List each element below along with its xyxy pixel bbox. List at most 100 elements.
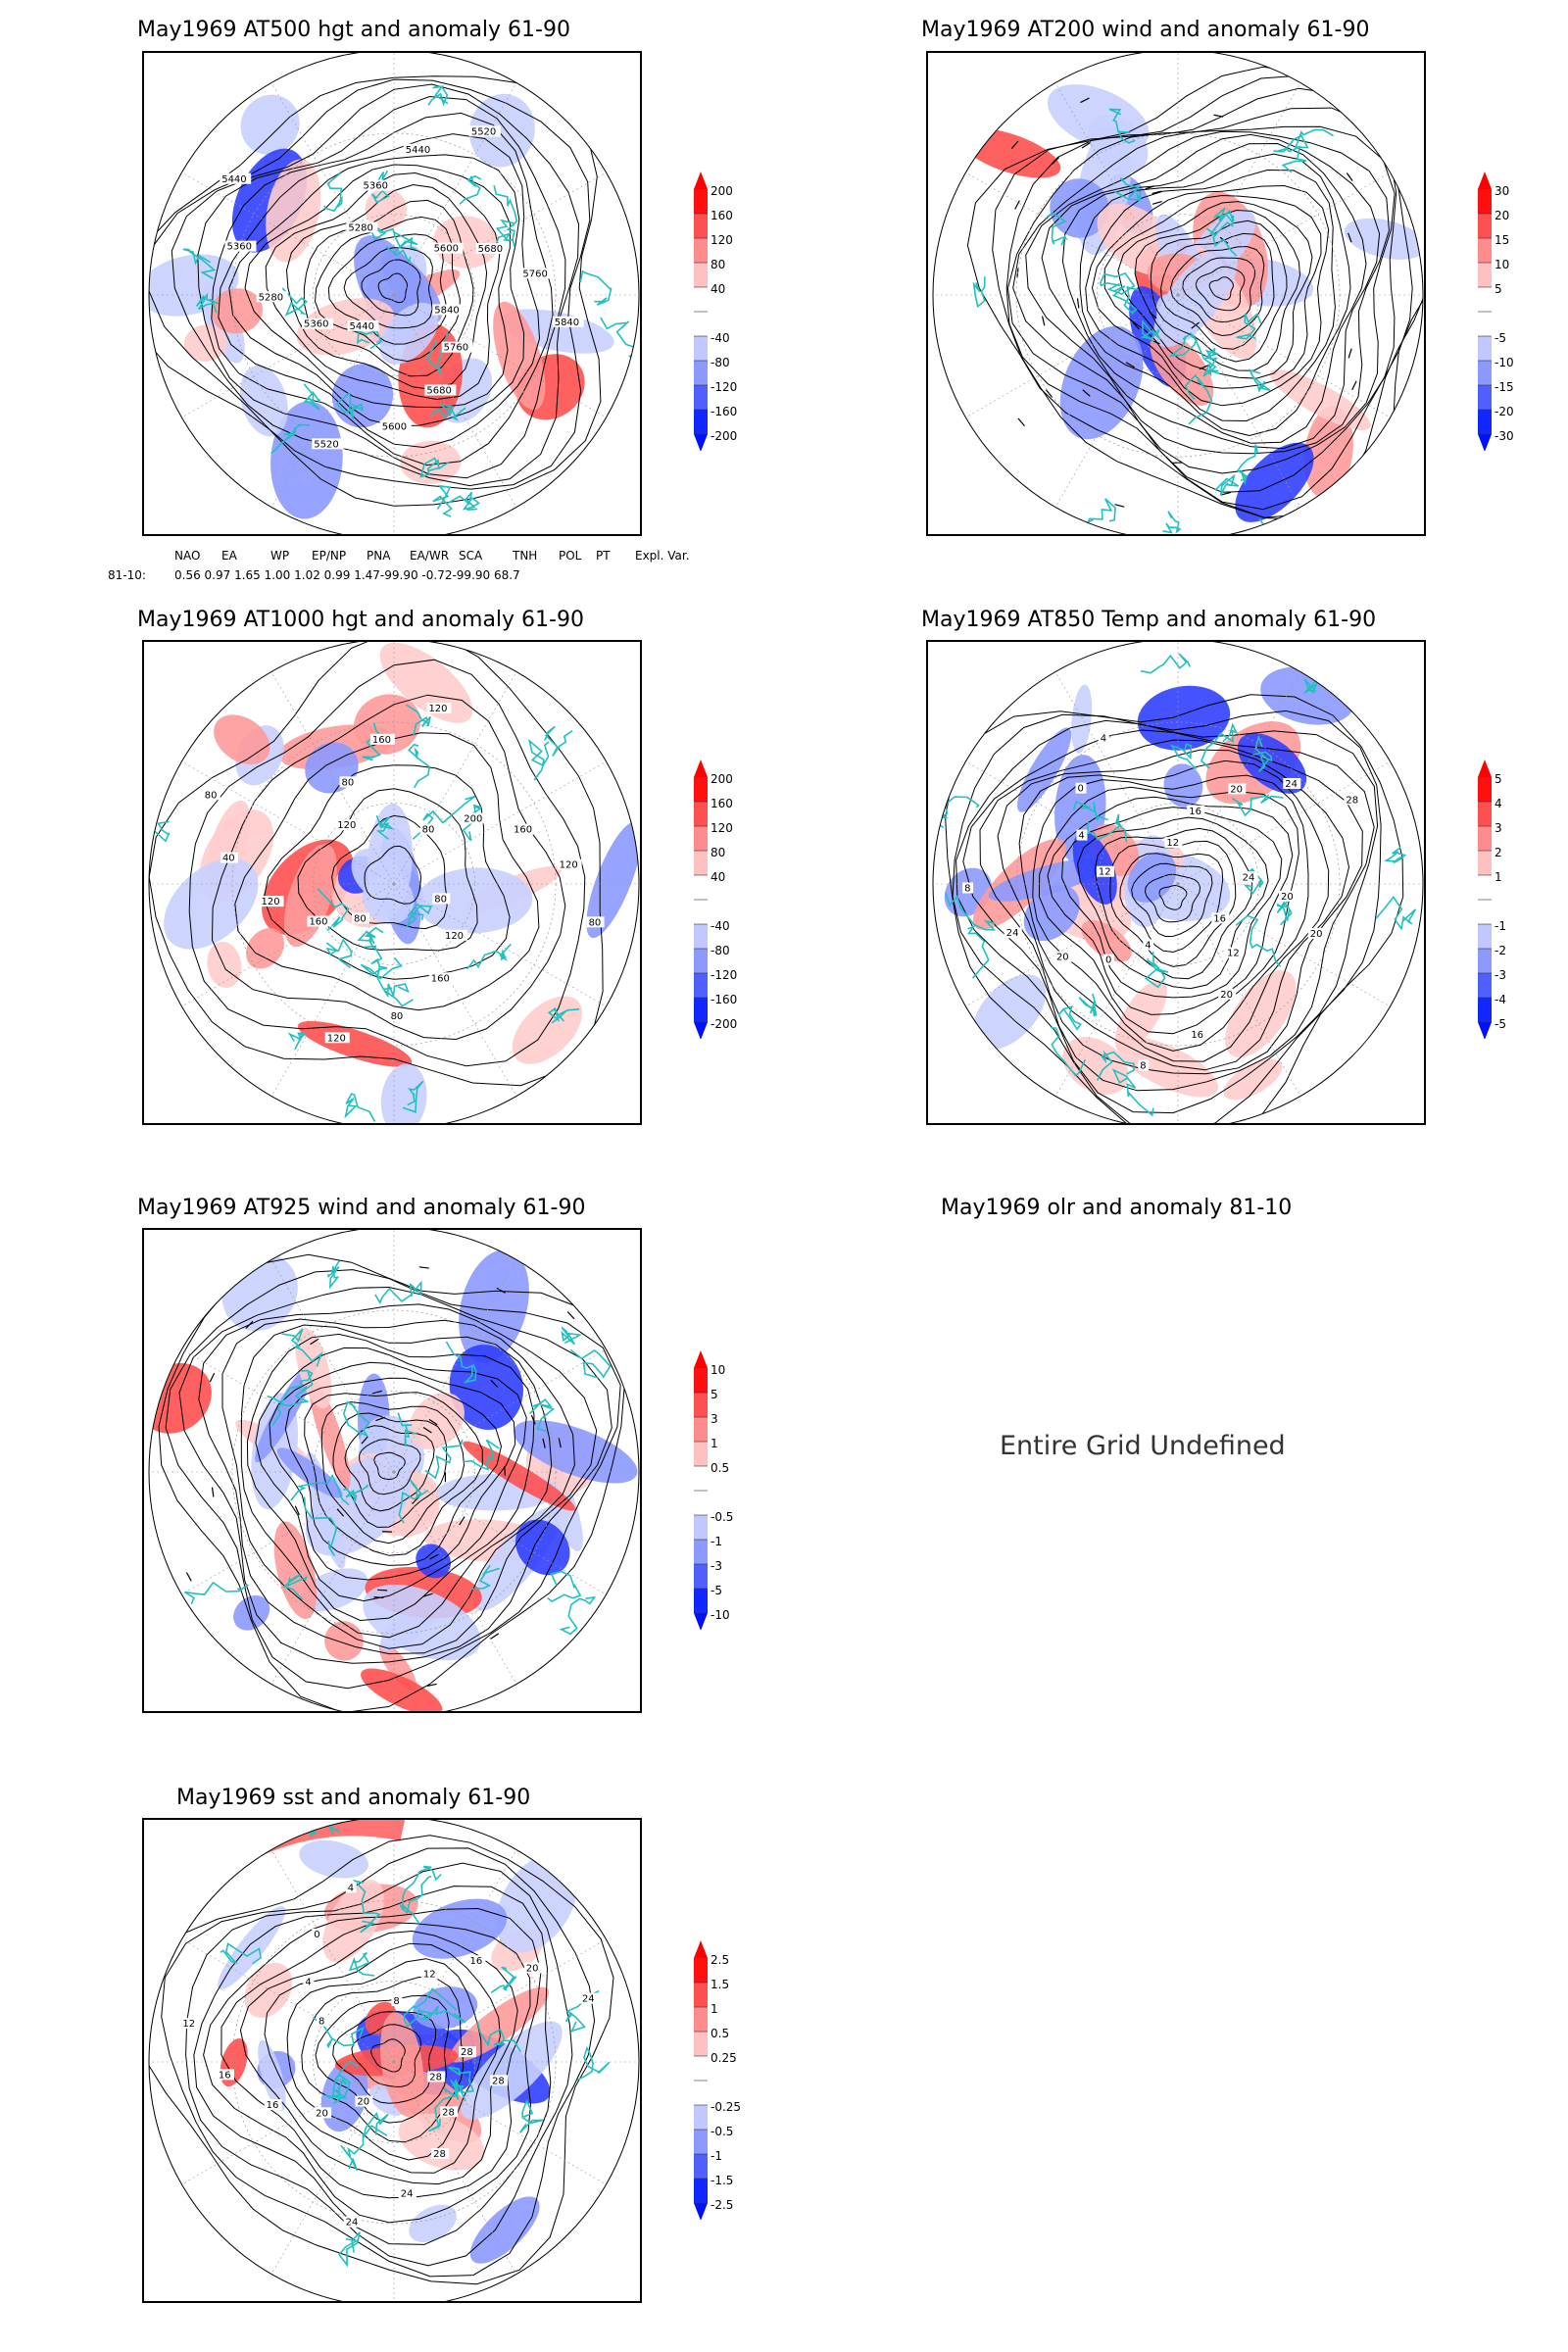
- contour-label: 28: [461, 2047, 473, 2058]
- coastline: [398, 1479, 429, 1524]
- coastline: [342, 1400, 370, 1438]
- contour-label-bg: [343, 2216, 362, 2228]
- contour-label-bg: [523, 1962, 542, 1974]
- contour-label: 5440: [221, 174, 246, 185]
- meridian-line: [181, 172, 395, 296]
- colorbar-tick-label: -30: [1494, 429, 1514, 443]
- contour-line: [1061, 807, 1283, 999]
- anomaly-shade: [380, 1063, 427, 1123]
- contour-label: 24: [346, 2218, 359, 2229]
- colorbar-swatch: [1478, 949, 1492, 973]
- contour-label: 5360: [227, 242, 252, 253]
- streamline-arrow: [1351, 380, 1357, 391]
- contour-label-bg: [426, 703, 452, 714]
- coastline: [448, 2066, 475, 2094]
- contour-label: 80: [422, 825, 435, 836]
- contour-line: [284, 1377, 503, 1566]
- teleconnection-header: POL: [559, 549, 582, 563]
- meridian-line: [1177, 760, 1391, 885]
- coastline: [1194, 337, 1219, 377]
- colorbar-swatch: [694, 2081, 708, 2105]
- meridian-line: [393, 883, 517, 1097]
- meridian-line: [1177, 883, 1391, 1007]
- colorbar-tick-label: 2: [1494, 846, 1502, 859]
- colorbar-tick-label: 1: [1494, 870, 1502, 884]
- anomaly-shade: [218, 1905, 286, 1990]
- contour-label-bg: [462, 812, 487, 824]
- meridian-line: [393, 294, 517, 508]
- contour-line: [221, 1318, 575, 1649]
- anomaly-shade: [1081, 920, 1132, 962]
- coastline: [1099, 271, 1136, 295]
- coastline: [281, 287, 308, 317]
- coastline: [561, 1326, 583, 1346]
- colorbar-swatch: [694, 1466, 708, 1491]
- anomaly-shade: [1116, 1037, 1218, 1098]
- anomaly-shade: [1163, 763, 1203, 808]
- contour-label: 5440: [406, 145, 430, 156]
- anomaly-shade: [324, 1621, 364, 1661]
- coastline: [402, 1080, 424, 1113]
- coastline: [1072, 801, 1108, 821]
- contour-line: [303, 199, 474, 377]
- contour-label: 120: [327, 1033, 346, 1044]
- streamline-arrow: [1076, 298, 1080, 309]
- contour-line: [359, 1439, 421, 1495]
- colorbar-tick-label: -2: [1494, 944, 1506, 957]
- colorbar-swatch: [694, 336, 708, 361]
- coastline: [267, 1371, 314, 1407]
- contour-label-bg: [1054, 951, 1072, 962]
- coastline: [569, 1348, 612, 1379]
- coastline: [419, 457, 450, 478]
- contour-label-bg: [1225, 947, 1244, 958]
- contour-line: [265, 172, 501, 401]
- anomaly-shade: [363, 1584, 481, 1661]
- coastline: [281, 1328, 323, 1367]
- streamline-arrow: [558, 1438, 562, 1448]
- polar-map-850: 16 12 20 16 8 4 0 20 24 8 12 4 0 4 12 16 20 24 28 24 20 20: [932, 642, 1424, 1123]
- anomaly-shade: [1344, 218, 1423, 260]
- anomaly-shade: [221, 1253, 298, 1332]
- meridian-line: [270, 671, 395, 885]
- contour-line: [364, 845, 421, 905]
- contour-label-bg: [511, 823, 536, 835]
- contour-label-bg: [441, 341, 473, 353]
- meridian-line: [393, 1259, 517, 1473]
- contour-line: [1032, 774, 1309, 1052]
- colorbar-swatch: [694, 1983, 708, 2007]
- colorbar-tick-label: -20: [1494, 405, 1514, 418]
- contour-label-bg: [458, 2046, 476, 2058]
- colorbar-tick-label: 1: [710, 2002, 718, 2016]
- contour-label: 160: [431, 973, 450, 984]
- contour-label-bg: [420, 1968, 439, 1980]
- colorbar-arrow-bottom: [1478, 434, 1492, 451]
- coastline: [1214, 473, 1240, 497]
- contour-label: 24: [401, 2189, 414, 2200]
- colorbar-tick-label: -200: [710, 1017, 737, 1031]
- contour-label: 8: [393, 1996, 399, 2007]
- anomaly-shade: [379, 302, 439, 365]
- coastline: [282, 1573, 309, 1600]
- coastline: [1248, 368, 1271, 393]
- colorbar-swatch: [1478, 189, 1492, 214]
- colorbar-tick-label: 200: [710, 772, 733, 786]
- streamline-arrow: [1014, 200, 1020, 210]
- contour-label-bg: [1189, 1028, 1207, 1040]
- anomaly-shade: [461, 2021, 563, 2120]
- streamline-arrow: [422, 1426, 432, 1434]
- contour-label-bg: [557, 858, 582, 870]
- coastline: [1086, 813, 1128, 843]
- contour-label-bg: [388, 1009, 407, 1021]
- colorbar-200: 30 20 15 10 5 -5 -10 -15 -20 -30: [1478, 172, 1514, 451]
- coastline: [528, 738, 550, 781]
- coastline: [447, 491, 480, 511]
- contour-label: 4: [1101, 734, 1106, 745]
- anomaly-shade: [514, 1420, 638, 1484]
- polar-map-200: [932, 53, 1424, 534]
- streamline-arrow: [490, 1379, 499, 1388]
- coastline: [364, 945, 393, 991]
- colorbar-swatch: [1478, 312, 1492, 336]
- contour-label: 5600: [382, 421, 407, 432]
- coastline: [1273, 145, 1306, 173]
- coastline: [408, 743, 430, 789]
